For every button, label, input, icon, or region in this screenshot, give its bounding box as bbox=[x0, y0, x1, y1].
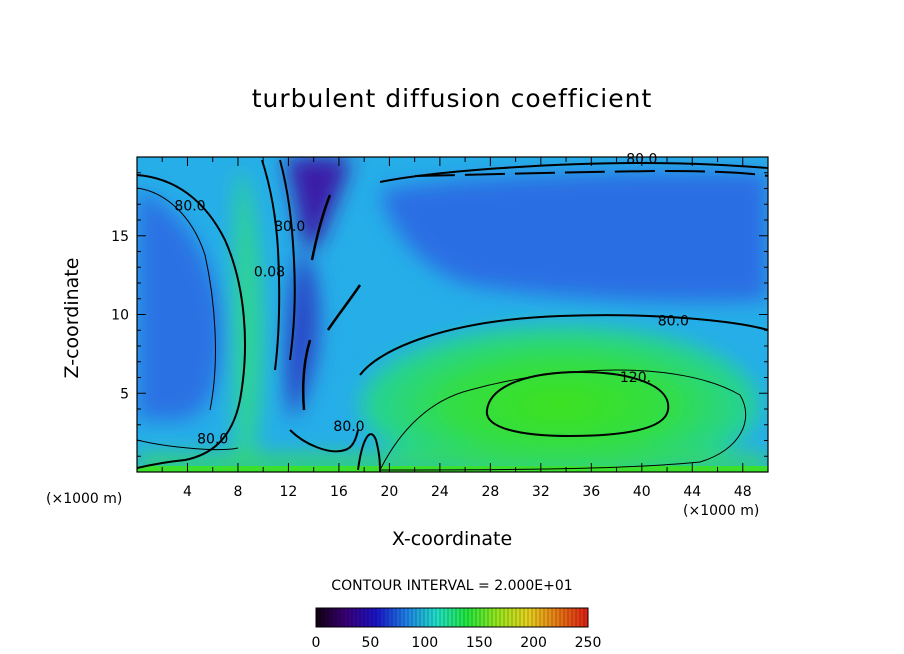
y-tick-label: 15 bbox=[111, 229, 129, 245]
y-tick-labels: 5 10 15 bbox=[111, 229, 129, 403]
contour-label: 80.0 bbox=[174, 199, 205, 215]
colorbar: 0 50 100 150 200 250 bbox=[312, 607, 602, 651]
contour-interval-label: CONTOUR INTERVAL = 2.000E+01 bbox=[331, 578, 573, 594]
x-tick-label: 40 bbox=[633, 484, 651, 500]
colorbar-tick-label: 150 bbox=[466, 635, 493, 651]
y-tick-label: 5 bbox=[120, 386, 129, 402]
contour-80-lower-right bbox=[359, 314, 768, 376]
colorbar-stripes bbox=[319, 608, 585, 627]
colorbar-tick-label: 0 bbox=[312, 635, 321, 651]
x-tick-label: 20 bbox=[380, 484, 398, 500]
field-mid-plume bbox=[285, 250, 320, 420]
contour-80-mid-plume bbox=[326, 284, 362, 331]
y-tick-label: 10 bbox=[111, 308, 129, 324]
x-tick-labels: 4 8 12 16 20 24 28 32 36 40 44 48 bbox=[183, 484, 752, 500]
x-tick-label: 12 bbox=[280, 484, 298, 500]
contour-80-top-right bbox=[379, 161, 768, 183]
contour-label: 0.08 bbox=[254, 265, 285, 281]
colorbar-tick-label: 250 bbox=[575, 635, 602, 651]
contour-80-bottom-arc bbox=[357, 433, 381, 472]
contour-80-top-dashes bbox=[414, 169, 768, 177]
contour-label: 80.0 bbox=[333, 419, 364, 435]
field-green-core bbox=[360, 325, 760, 472]
contour-80-bottom-left bbox=[137, 439, 239, 451]
field-top-plume bbox=[285, 157, 350, 250]
field-upper-right-region bbox=[380, 171, 768, 302]
x-tick-label: 8 bbox=[233, 484, 242, 500]
contour-80-left-outer bbox=[137, 174, 246, 469]
contour-label: 80.0 bbox=[658, 314, 689, 330]
x-tick-label: 36 bbox=[582, 484, 600, 500]
contour-80-bottom-center bbox=[289, 429, 359, 453]
colorbar-tick-label: 50 bbox=[361, 635, 379, 651]
axis-ticks bbox=[137, 157, 768, 472]
x-tick-label: 28 bbox=[481, 484, 499, 500]
chart-title: turbulent diffusion coefficient bbox=[251, 84, 653, 113]
x-tick-label: 48 bbox=[734, 484, 752, 500]
x-tick-label: 24 bbox=[431, 484, 449, 500]
contour-80-left-inner bbox=[137, 187, 216, 411]
contour-80-plume-right bbox=[279, 159, 296, 361]
field-bottom-strip bbox=[137, 466, 768, 472]
colorbar-frame bbox=[315, 607, 589, 628]
contour-80-plume-left bbox=[261, 159, 281, 371]
contour-80-lower-plume bbox=[302, 339, 312, 411]
colorbar-tick-labels: 0 50 100 150 200 250 bbox=[312, 635, 602, 651]
colorbar-tick-label: 200 bbox=[520, 635, 547, 651]
x-unit-left-label: (×1000 m) bbox=[46, 491, 123, 507]
x-unit-right-label: (×1000 m) bbox=[683, 503, 760, 519]
contour-lines bbox=[137, 159, 768, 472]
colorbar-tick-label: 100 bbox=[411, 635, 438, 651]
contour-label: 80.0 bbox=[274, 219, 305, 235]
x-tick-label: 4 bbox=[183, 484, 192, 500]
x-tick-label: 16 bbox=[330, 484, 348, 500]
x-tick-label: 32 bbox=[532, 484, 550, 500]
contour-80-inner-plume bbox=[310, 194, 332, 261]
colorbar-fill bbox=[316, 608, 588, 627]
x-tick-label: 44 bbox=[683, 484, 701, 500]
x-axis-label: X-coordinate bbox=[391, 528, 513, 550]
contour-label: 120. bbox=[620, 370, 651, 386]
field-left-region bbox=[137, 190, 224, 420]
contour-label: 80.0 bbox=[197, 432, 228, 448]
